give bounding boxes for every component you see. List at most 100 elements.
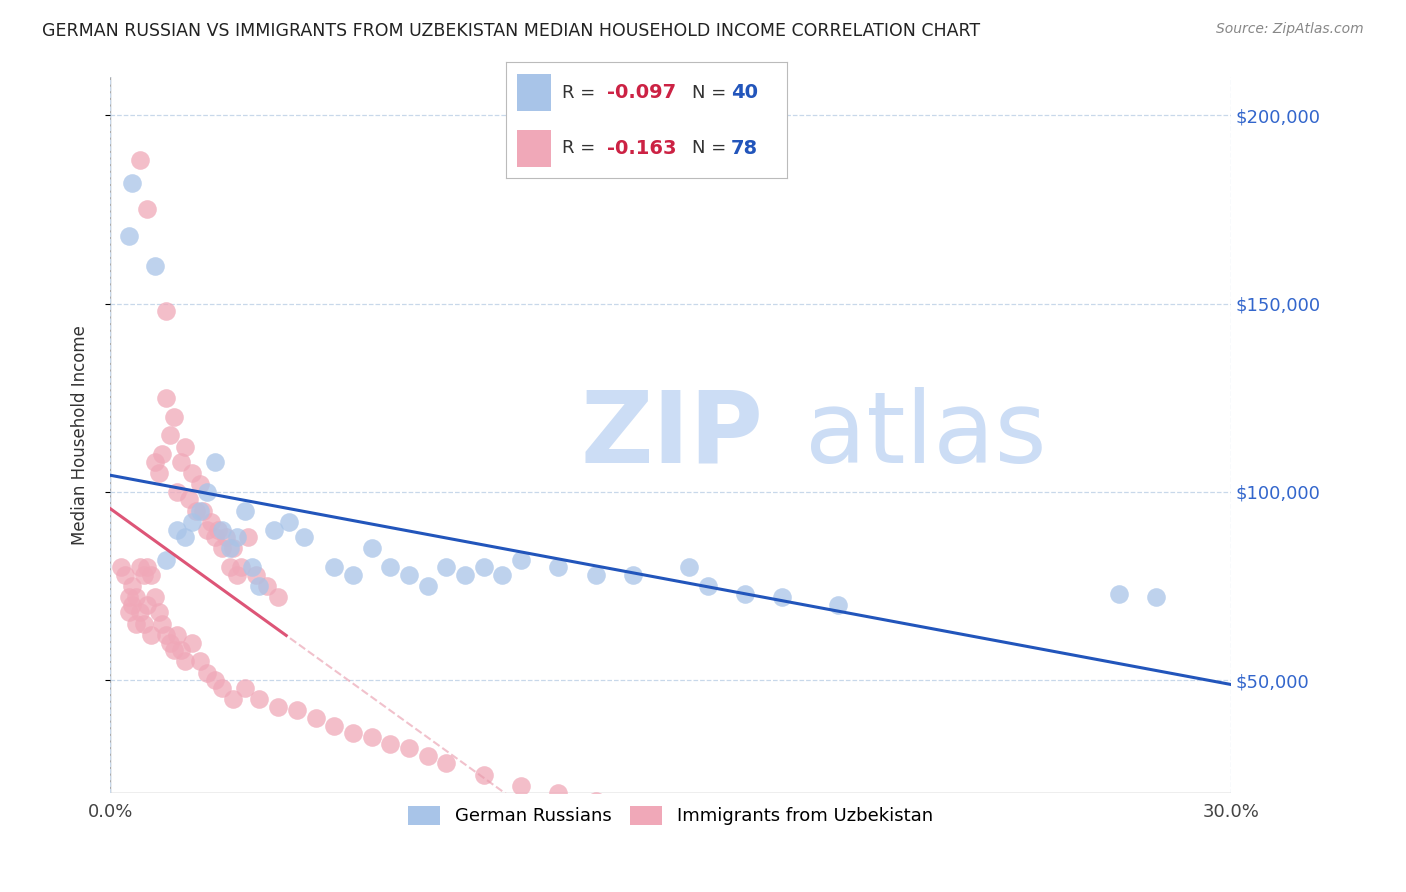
Point	[162, 643, 184, 657]
Point	[121, 176, 143, 190]
Point	[233, 504, 256, 518]
Point	[200, 515, 222, 529]
Point	[173, 530, 195, 544]
Point	[204, 673, 226, 688]
Point	[136, 598, 159, 612]
Point	[226, 530, 249, 544]
Point	[132, 567, 155, 582]
Text: Source: ZipAtlas.com: Source: ZipAtlas.com	[1216, 22, 1364, 37]
Point	[434, 560, 457, 574]
Point	[181, 635, 204, 649]
Point	[292, 530, 315, 544]
Point	[181, 466, 204, 480]
Point	[110, 560, 132, 574]
Point	[125, 591, 148, 605]
Point	[278, 515, 301, 529]
Point	[267, 699, 290, 714]
Y-axis label: Median Household Income: Median Household Income	[72, 326, 89, 545]
Point	[360, 730, 382, 744]
Point	[132, 616, 155, 631]
Point	[472, 767, 495, 781]
Point	[772, 591, 794, 605]
Point	[547, 786, 569, 800]
Point	[585, 794, 607, 808]
Point	[454, 567, 477, 582]
Point	[166, 484, 188, 499]
Point	[222, 541, 245, 556]
Point	[150, 447, 173, 461]
Point	[141, 628, 163, 642]
Point	[148, 466, 170, 480]
Point	[150, 616, 173, 631]
Point	[114, 567, 136, 582]
Point	[249, 692, 271, 706]
Point	[491, 567, 513, 582]
Text: ZIP: ZIP	[581, 387, 763, 483]
Point	[238, 530, 260, 544]
Text: N =: N =	[692, 139, 731, 157]
Point	[256, 579, 278, 593]
Text: -0.097: -0.097	[607, 83, 676, 102]
Point	[211, 523, 233, 537]
Point	[207, 523, 229, 537]
Point	[1108, 587, 1130, 601]
Point	[155, 553, 177, 567]
Point	[510, 553, 533, 567]
Point	[696, 579, 718, 593]
Point	[380, 560, 402, 574]
Text: R =: R =	[562, 84, 602, 102]
Point	[195, 523, 218, 537]
Point	[222, 692, 245, 706]
Point	[188, 655, 211, 669]
Point	[360, 541, 382, 556]
Point	[125, 616, 148, 631]
Point	[173, 440, 195, 454]
Point	[285, 703, 308, 717]
Point	[118, 591, 141, 605]
Point	[215, 530, 238, 544]
Point	[510, 779, 533, 793]
Bar	[517, 74, 551, 112]
Bar	[517, 129, 551, 167]
Point	[129, 560, 152, 574]
Point	[342, 726, 364, 740]
Point	[233, 681, 256, 695]
Point	[585, 567, 607, 582]
Point	[204, 530, 226, 544]
Point	[155, 304, 177, 318]
Point	[184, 504, 207, 518]
Point	[143, 455, 166, 469]
Point	[734, 587, 756, 601]
Point	[181, 515, 204, 529]
Point	[166, 628, 188, 642]
Point	[195, 665, 218, 680]
Point	[398, 741, 420, 756]
Point	[195, 484, 218, 499]
Point	[166, 523, 188, 537]
Point	[226, 567, 249, 582]
Point	[380, 737, 402, 751]
Point	[342, 567, 364, 582]
Point	[263, 523, 285, 537]
Point	[472, 560, 495, 574]
Point	[143, 259, 166, 273]
Point	[547, 560, 569, 574]
Point	[416, 748, 439, 763]
Point	[148, 606, 170, 620]
Point	[218, 541, 240, 556]
Point	[143, 591, 166, 605]
Text: GERMAN RUSSIAN VS IMMIGRANTS FROM UZBEKISTAN MEDIAN HOUSEHOLD INCOME CORRELATION: GERMAN RUSSIAN VS IMMIGRANTS FROM UZBEKI…	[42, 22, 980, 40]
Point	[129, 153, 152, 168]
Point	[121, 579, 143, 593]
Point	[159, 635, 181, 649]
Point	[136, 560, 159, 574]
Point	[304, 711, 326, 725]
Text: 78: 78	[731, 139, 758, 158]
Legend: German Russians, Immigrants from Uzbekistan: German Russians, Immigrants from Uzbekis…	[399, 797, 942, 834]
Point	[188, 504, 211, 518]
Point	[218, 560, 240, 574]
Point	[177, 492, 200, 507]
Point	[621, 567, 644, 582]
Text: -0.163: -0.163	[607, 139, 676, 158]
Point	[170, 455, 193, 469]
